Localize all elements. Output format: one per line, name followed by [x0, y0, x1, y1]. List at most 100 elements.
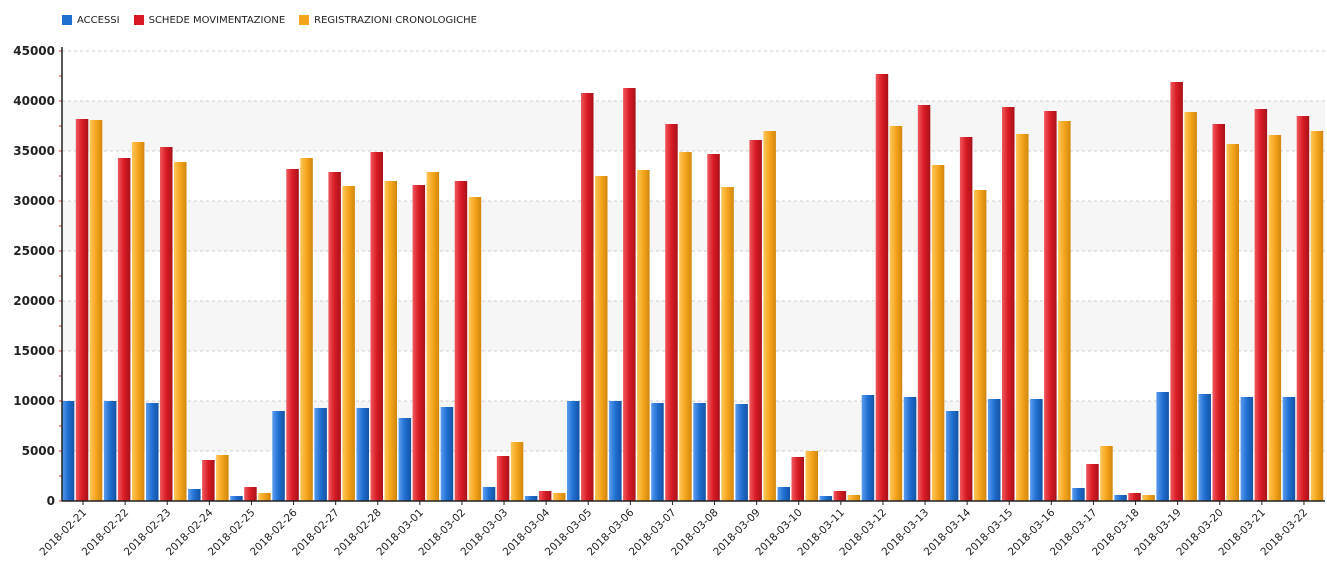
bar-schede-movimentazione[interactable] — [749, 140, 762, 501]
bar-registrazioni-cronologiche[interactable] — [805, 451, 819, 501]
legend-item-accessi[interactable]: ACCESSI — [62, 15, 120, 26]
bar-schede-movimentazione[interactable] — [75, 119, 89, 501]
legend-item-registrazioni[interactable]: REGISTRAZIONI CRONOLOGICHE — [299, 15, 477, 26]
bar-schede-movimentazione[interactable] — [1170, 82, 1183, 501]
bar-registrazioni-cronologiche[interactable] — [763, 131, 776, 501]
bar-schede-movimentazione[interactable] — [538, 491, 552, 501]
bar-schede-movimentazione[interactable] — [454, 181, 468, 501]
bar-schede-movimentazione[interactable] — [875, 74, 889, 501]
bar-accessi[interactable] — [567, 401, 580, 501]
bar-accessi[interactable] — [524, 496, 538, 501]
bar-schede-movimentazione[interactable] — [959, 137, 973, 501]
bar-accessi[interactable] — [693, 403, 706, 501]
bar-accessi[interactable] — [230, 496, 243, 501]
bar-registrazioni-cronologiche[interactable] — [1310, 131, 1324, 501]
bar-registrazioni-cronologiche[interactable] — [426, 172, 440, 501]
bar-registrazioni-cronologiche[interactable] — [1016, 134, 1029, 501]
bar-accessi[interactable] — [735, 404, 748, 501]
y-tick-label: 45000 — [13, 44, 55, 58]
bar-registrazioni-cronologiche[interactable] — [1142, 495, 1155, 501]
legend-swatch-accessi — [62, 15, 72, 25]
y-tick-label: 20000 — [13, 294, 55, 308]
bar-schede-movimentazione[interactable] — [665, 124, 678, 501]
bar-schede-movimentazione[interactable] — [1254, 109, 1268, 501]
bar-schede-movimentazione[interactable] — [623, 88, 636, 501]
bar-registrazioni-cronologiche[interactable] — [131, 142, 145, 501]
bar-registrazioni-cronologiche[interactable] — [258, 493, 271, 501]
bar-registrazioni-cronologiche[interactable] — [216, 455, 229, 501]
bar-registrazioni-cronologiche[interactable] — [637, 170, 650, 501]
bar-accessi[interactable] — [398, 418, 412, 501]
bar-registrazioni-cronologiche[interactable] — [89, 120, 103, 501]
bar-registrazioni-cronologiche[interactable] — [510, 442, 524, 501]
bar-accessi[interactable] — [1282, 397, 1296, 501]
bar-accessi[interactable] — [609, 401, 622, 501]
bar-schede-movimentazione[interactable] — [581, 93, 594, 501]
bar-schede-movimentazione[interactable] — [1212, 124, 1226, 501]
grid-band — [62, 151, 1325, 201]
bar-accessi[interactable] — [903, 397, 917, 501]
bar-registrazioni-cronologiche[interactable] — [1058, 121, 1071, 501]
bar-accessi[interactable] — [272, 411, 285, 501]
bar-schede-movimentazione[interactable] — [1296, 116, 1310, 501]
bar-accessi[interactable] — [188, 489, 201, 501]
bar-schede-movimentazione[interactable] — [917, 105, 931, 501]
bar-accessi[interactable] — [988, 399, 1001, 501]
bar-schede-movimentazione[interactable] — [286, 169, 299, 501]
bar-registrazioni-cronologiche[interactable] — [384, 181, 398, 501]
bar-accessi[interactable] — [356, 408, 370, 501]
bar-registrazioni-cronologiche[interactable] — [847, 495, 861, 501]
bar-accessi[interactable] — [61, 401, 75, 501]
bar-accessi[interactable] — [1030, 399, 1043, 501]
bar-registrazioni-cronologiche[interactable] — [679, 152, 692, 501]
bar-registrazioni-cronologiche[interactable] — [1226, 144, 1240, 501]
bar-accessi[interactable] — [945, 411, 959, 501]
bar-accessi[interactable] — [651, 403, 664, 501]
bar-schede-movimentazione[interactable] — [244, 487, 257, 501]
bar-schede-movimentazione[interactable] — [160, 147, 173, 501]
bar-schede-movimentazione[interactable] — [707, 154, 720, 501]
bar-accessi[interactable] — [1114, 495, 1127, 501]
bar-registrazioni-cronologiche[interactable] — [931, 165, 945, 501]
legend-item-schede[interactable]: SCHEDE MOVIMENTAZIONE — [133, 15, 285, 26]
bar-accessi[interactable] — [777, 487, 791, 501]
bar-accessi[interactable] — [1156, 392, 1169, 501]
grid-band — [62, 101, 1325, 151]
bar-registrazioni-cronologiche[interactable] — [1268, 135, 1282, 501]
bar-accessi[interactable] — [146, 403, 159, 501]
bar-schede-movimentazione[interactable] — [496, 456, 510, 501]
bar-schede-movimentazione[interactable] — [1128, 493, 1141, 501]
bar-schede-movimentazione[interactable] — [328, 172, 341, 501]
bar-schede-movimentazione[interactable] — [1044, 111, 1057, 501]
bar-accessi[interactable] — [819, 496, 833, 501]
grid-band — [62, 251, 1325, 301]
bar-registrazioni-cronologiche[interactable] — [468, 197, 482, 501]
bar-registrazioni-cronologiche[interactable] — [300, 158, 313, 501]
bar-schede-movimentazione[interactable] — [370, 152, 384, 501]
bar-schede-movimentazione[interactable] — [1086, 464, 1099, 501]
bar-registrazioni-cronologiche[interactable] — [552, 493, 566, 501]
bar-registrazioni-cronologiche[interactable] — [1184, 112, 1197, 501]
bar-registrazioni-cronologiche[interactable] — [342, 186, 355, 501]
bar-accessi[interactable] — [1240, 397, 1254, 501]
bar-schede-movimentazione[interactable] — [117, 158, 131, 501]
bar-accessi[interactable] — [861, 395, 875, 501]
bar-accessi[interactable] — [482, 487, 496, 501]
bar-schede-movimentazione[interactable] — [1002, 107, 1015, 501]
bar-accessi[interactable] — [314, 408, 327, 501]
bar-accessi[interactable] — [1198, 394, 1212, 501]
bar-registrazioni-cronologiche[interactable] — [174, 162, 187, 501]
bar-registrazioni-cronologiche[interactable] — [595, 176, 608, 501]
bar-registrazioni-cronologiche[interactable] — [889, 126, 903, 501]
bar-accessi[interactable] — [1072, 488, 1085, 501]
bar-registrazioni-cronologiche[interactable] — [721, 187, 734, 501]
bar-accessi[interactable] — [103, 401, 117, 501]
bar-schede-movimentazione[interactable] — [833, 491, 847, 501]
bar-registrazioni-cronologiche[interactable] — [1100, 446, 1113, 501]
bar-schede-movimentazione[interactable] — [791, 457, 805, 501]
bar-schede-movimentazione[interactable] — [412, 185, 426, 501]
bar-accessi[interactable] — [440, 407, 454, 501]
bar-schede-movimentazione[interactable] — [202, 460, 215, 501]
legend-swatch-registrazioni — [299, 15, 310, 25]
bar-registrazioni-cronologiche[interactable] — [973, 190, 987, 501]
